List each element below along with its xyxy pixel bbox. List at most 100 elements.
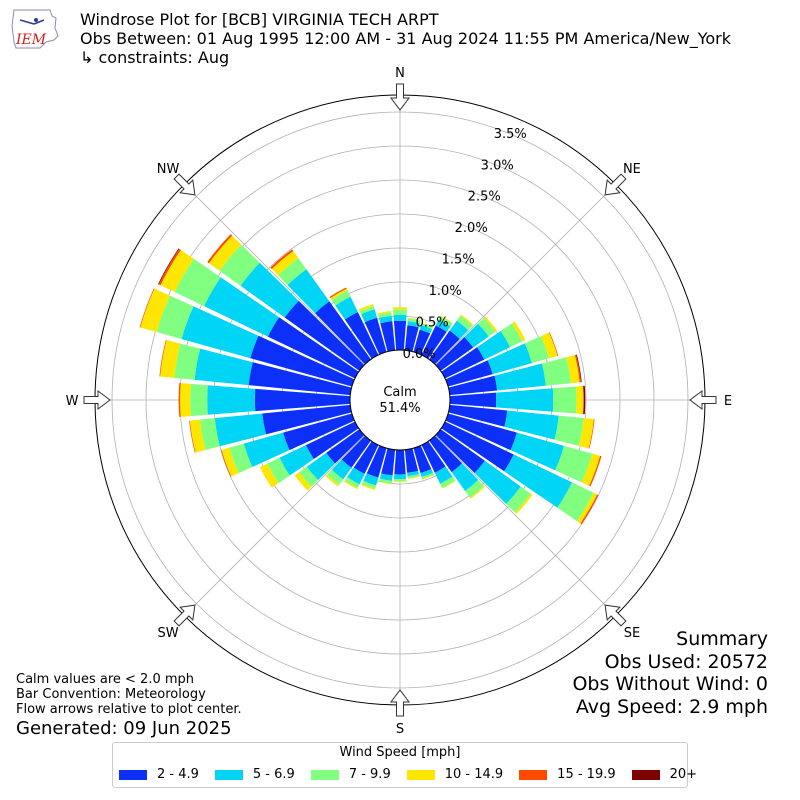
bar-segment (442, 480, 456, 489)
bar-segment (194, 348, 253, 386)
grid-spoke-se (399, 399, 616, 616)
bar-segment (540, 332, 558, 359)
bar-segment (420, 469, 434, 477)
bar-segment (259, 463, 279, 488)
iem-logo: IEM (11, 9, 59, 49)
bar-segment (578, 418, 594, 449)
bar-segment (335, 296, 358, 320)
bar-segment (407, 321, 420, 328)
bar-segment (378, 315, 393, 324)
radial-tick-label: 0.0% (403, 347, 436, 362)
legend-items: 2 - 4.9 5 - 6.9 7 - 9.9 10 - 14.9 15 - 19.9 2… (119, 767, 713, 782)
bar-segment (566, 355, 580, 384)
bar-segment (393, 481, 407, 482)
bar-segment (487, 343, 532, 375)
bar-segment (393, 479, 407, 482)
bar-segment (220, 449, 232, 477)
bar-segment (379, 478, 393, 484)
bar-segment (589, 455, 602, 487)
bar-segment (434, 466, 453, 484)
bar-segment (404, 325, 419, 352)
bar-segment (358, 304, 374, 312)
bar-segment (420, 323, 434, 330)
bar-segment (204, 277, 280, 337)
chart-title: Windrose Plot for [BCB] VIRGINIA TECH AR… (80, 10, 439, 29)
bar-segment (583, 385, 586, 415)
compass-label-sw: SW (158, 626, 179, 641)
bar-segment (464, 323, 489, 348)
bar-segment (344, 477, 360, 489)
bar-segment (449, 320, 469, 340)
bar-segment (580, 494, 599, 525)
bar-segment (413, 445, 432, 474)
notes: Calm values are < 2.0 mph Bar Convention… (16, 672, 242, 740)
bar-segment (361, 483, 376, 491)
bar-segment (330, 288, 348, 300)
bar-segment (429, 435, 463, 473)
bar-segment (440, 315, 453, 324)
bar-segment (315, 301, 371, 365)
obs-used: Obs Used: 20572 (604, 650, 768, 673)
bar-segment (219, 244, 260, 286)
bar-segment (393, 314, 407, 321)
bar-segment (441, 347, 485, 379)
bar-segment (279, 445, 314, 476)
bar-segment (306, 452, 336, 481)
radial-tick-label: 2.5% (468, 190, 501, 205)
bar-segment (221, 447, 239, 477)
bar-segment (380, 321, 396, 352)
bar-segment (456, 315, 473, 331)
flow-arrow-ne-icon (604, 173, 627, 196)
compass-label-e: E (724, 394, 732, 409)
bar-segment (504, 410, 559, 440)
radial-tick-label: 0.5% (416, 315, 449, 330)
bar-segment (299, 466, 319, 487)
bar-segment (581, 453, 601, 486)
bar-segment (588, 419, 595, 449)
bar-segment (575, 385, 584, 415)
bar-segment (448, 404, 508, 427)
bar-segment (326, 469, 344, 485)
bar-segment (262, 404, 352, 435)
summary-title: Summary (676, 628, 768, 650)
legend-title: Wind Speed [mph] (339, 745, 461, 760)
bar-segment (474, 460, 521, 504)
bar-segment (377, 310, 392, 315)
bar-segment (541, 357, 571, 386)
flow-arrow-nw-icon (173, 173, 196, 196)
bar-segment (378, 312, 392, 318)
bar-segment (552, 386, 577, 414)
bar-segment (160, 249, 194, 293)
legend-item: 15 - 19.9 (519, 767, 616, 782)
bar-segment (483, 316, 498, 332)
bar-segment (284, 300, 365, 371)
bar-segment (283, 413, 355, 451)
bar-segment (174, 343, 201, 380)
bar-segment (511, 321, 526, 342)
bar-segment (548, 332, 559, 357)
legend-item: 5 - 6.9 (214, 767, 295, 782)
bar-segment (179, 383, 191, 417)
bar-segment (441, 421, 514, 472)
bar-segment (494, 363, 546, 391)
flow-arrow-s-icon (390, 689, 410, 717)
bar-segment (438, 316, 453, 327)
calm-circle (349, 349, 451, 451)
bar-segment (392, 307, 408, 310)
bar-segment (421, 322, 434, 328)
grid-spoke-ne (399, 184, 616, 401)
bar-segment (407, 317, 421, 321)
bar-segment (413, 329, 431, 355)
bar-segment (178, 383, 181, 417)
bar-segment (495, 388, 554, 412)
legend-swatch (631, 769, 660, 780)
bar-segment (500, 323, 523, 348)
bar-segment (325, 474, 340, 487)
radial-tick-label: 1.0% (429, 284, 462, 299)
legend-swatch (519, 769, 548, 780)
compass-label-n: N (395, 66, 405, 81)
flow-arrow-e-icon (689, 390, 717, 410)
bar-segment (359, 305, 375, 315)
flow-arrow-sw-icon (173, 604, 196, 627)
